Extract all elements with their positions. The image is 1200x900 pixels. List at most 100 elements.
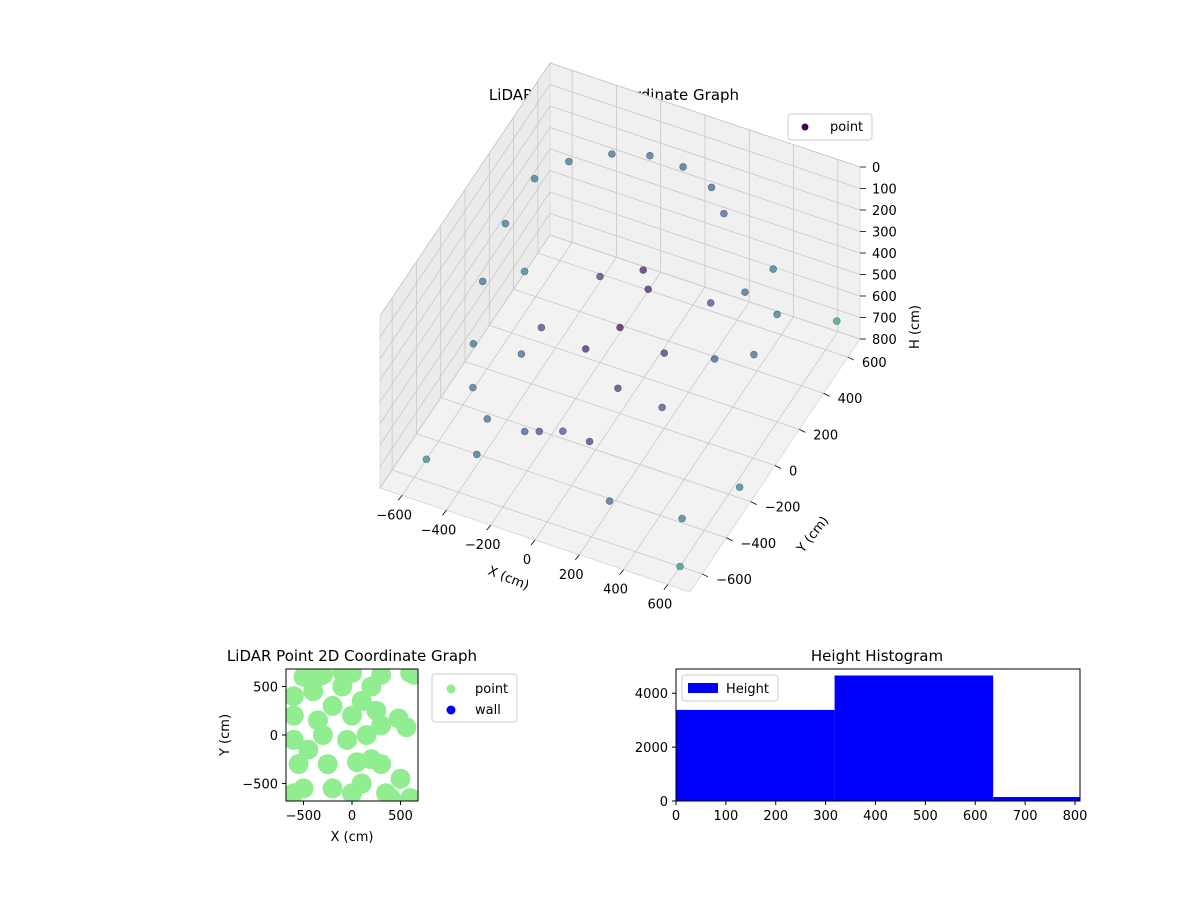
point-marker (646, 151, 654, 160)
z-tick-label: 100 (872, 183, 897, 198)
y-tick-mark (774, 465, 782, 469)
grid-z-left (379, 213, 551, 467)
x-tick-label: 0 (672, 809, 680, 824)
x-tick-label: 200 (763, 809, 788, 824)
point-marker (286, 783, 304, 801)
point-marker (286, 705, 304, 726)
point-marker (472, 450, 481, 459)
y-tick-mark (701, 573, 709, 578)
grid-z-left (379, 105, 551, 360)
chart-2d-legend: point wall (431, 673, 518, 723)
point-marker (535, 427, 544, 436)
point-marker (608, 150, 616, 158)
point-marker (469, 383, 477, 392)
point-marker (422, 455, 431, 464)
x-tick-mark (663, 584, 669, 590)
point-marker (741, 288, 749, 297)
x-tick-mark (397, 495, 403, 501)
histogram-bar (676, 709, 835, 801)
point-marker (351, 691, 372, 711)
point-marker (332, 669, 353, 682)
point-marker (483, 415, 492, 423)
y-tick-label: 200 (813, 428, 838, 443)
histogram-bar (834, 675, 994, 801)
chart-3d-legend: point (787, 113, 873, 141)
grid-y-floor (513, 288, 824, 394)
grid-y-floor (489, 324, 800, 430)
chart-3d-ylabel: Y (cm) (794, 514, 832, 557)
z-tick-label: 400 (872, 247, 897, 262)
z-tick-label: 500 (872, 269, 897, 284)
x-tick-label: 800 (1063, 809, 1088, 824)
point-marker (706, 299, 715, 307)
chart-histogram-frame (675, 668, 1081, 802)
point-marker (644, 285, 653, 294)
point-marker (720, 209, 728, 218)
point-marker (317, 754, 338, 775)
chart-2d-legend-marker-wall (446, 705, 456, 715)
x-tick-mark (442, 510, 447, 516)
chart-2d-ylabel: Y (cm) (218, 714, 233, 757)
point-marker (286, 729, 304, 750)
x-tick-label: 500 (913, 809, 938, 824)
point-marker (380, 788, 401, 801)
grid-z-back (549, 234, 861, 340)
z-tick-label: 800 (872, 333, 897, 348)
chart-histogram-ticks: 0 100 200 300 400 500 600 700 800 0 2000 4000 (635, 687, 1088, 824)
chart-3d-legend-label: point (830, 120, 863, 135)
z-tick-label: 0 (872, 161, 880, 176)
point-marker (639, 266, 648, 274)
x-tick-mark (486, 524, 492, 531)
chart-histogram: Height Histogram 0 100 200 300 400 500 600 700 8… (635, 647, 1088, 824)
point-marker (517, 350, 526, 358)
x-tick-label: 300 (813, 809, 838, 824)
y-tick-label: 2000 (635, 741, 668, 756)
x-tick-label: 600 (963, 809, 988, 824)
point-marker (585, 437, 594, 446)
grid-z-back (549, 127, 861, 232)
x-tick-label: 400 (603, 583, 628, 598)
point-marker (404, 669, 418, 685)
x-tick-label: 0 (348, 809, 356, 824)
grid-z-back (549, 213, 861, 318)
point-marker (750, 350, 758, 359)
y-tick-label: 0 (270, 729, 278, 744)
grid-z-back (549, 105, 861, 211)
grid-z-left (379, 127, 551, 381)
point-marker (520, 427, 529, 436)
y-tick-label: 0 (660, 795, 668, 810)
point-marker (342, 783, 362, 801)
point-marker (286, 686, 304, 707)
grid-y-floor (464, 361, 776, 466)
y-tick-label: 4000 (635, 687, 668, 702)
x-tick-label: −500 (286, 809, 322, 824)
grid-z-back (549, 62, 861, 168)
point-marker (332, 676, 353, 697)
grid-y-floor (416, 433, 727, 539)
chart-3d-legend-marker (801, 123, 809, 131)
point-marker (312, 725, 333, 745)
y-tick-label: 400 (838, 392, 863, 407)
z-tick-label: 300 (872, 226, 897, 241)
point-marker (558, 427, 567, 436)
point-marker (356, 725, 377, 745)
x-tick-mark (574, 554, 580, 561)
x-tick-label: 600 (647, 598, 672, 613)
point-marker (322, 695, 343, 716)
chart-2d-legend-label-point: point (475, 682, 508, 697)
chart-2d-xlabel: X (cm) (331, 830, 374, 845)
chart-2d-legend-label-wall: wall (475, 703, 501, 718)
point-marker (678, 514, 686, 523)
point-marker (530, 174, 539, 183)
chart-3d: LiDAR Point 3D Coordinate Graph −600−400… (376, 61, 923, 613)
y-tick-label: 500 (253, 680, 278, 695)
y-tick-mark (750, 501, 757, 506)
point-marker (676, 562, 684, 571)
chart-histogram-bars (676, 675, 1080, 801)
x-tick-label: 0 (523, 553, 531, 568)
point-marker (361, 676, 382, 697)
point-marker (660, 349, 669, 357)
grid-y-floor (392, 469, 703, 575)
z-tick-label: 200 (872, 204, 897, 219)
chart-histogram-title: Height Histogram (811, 647, 943, 665)
